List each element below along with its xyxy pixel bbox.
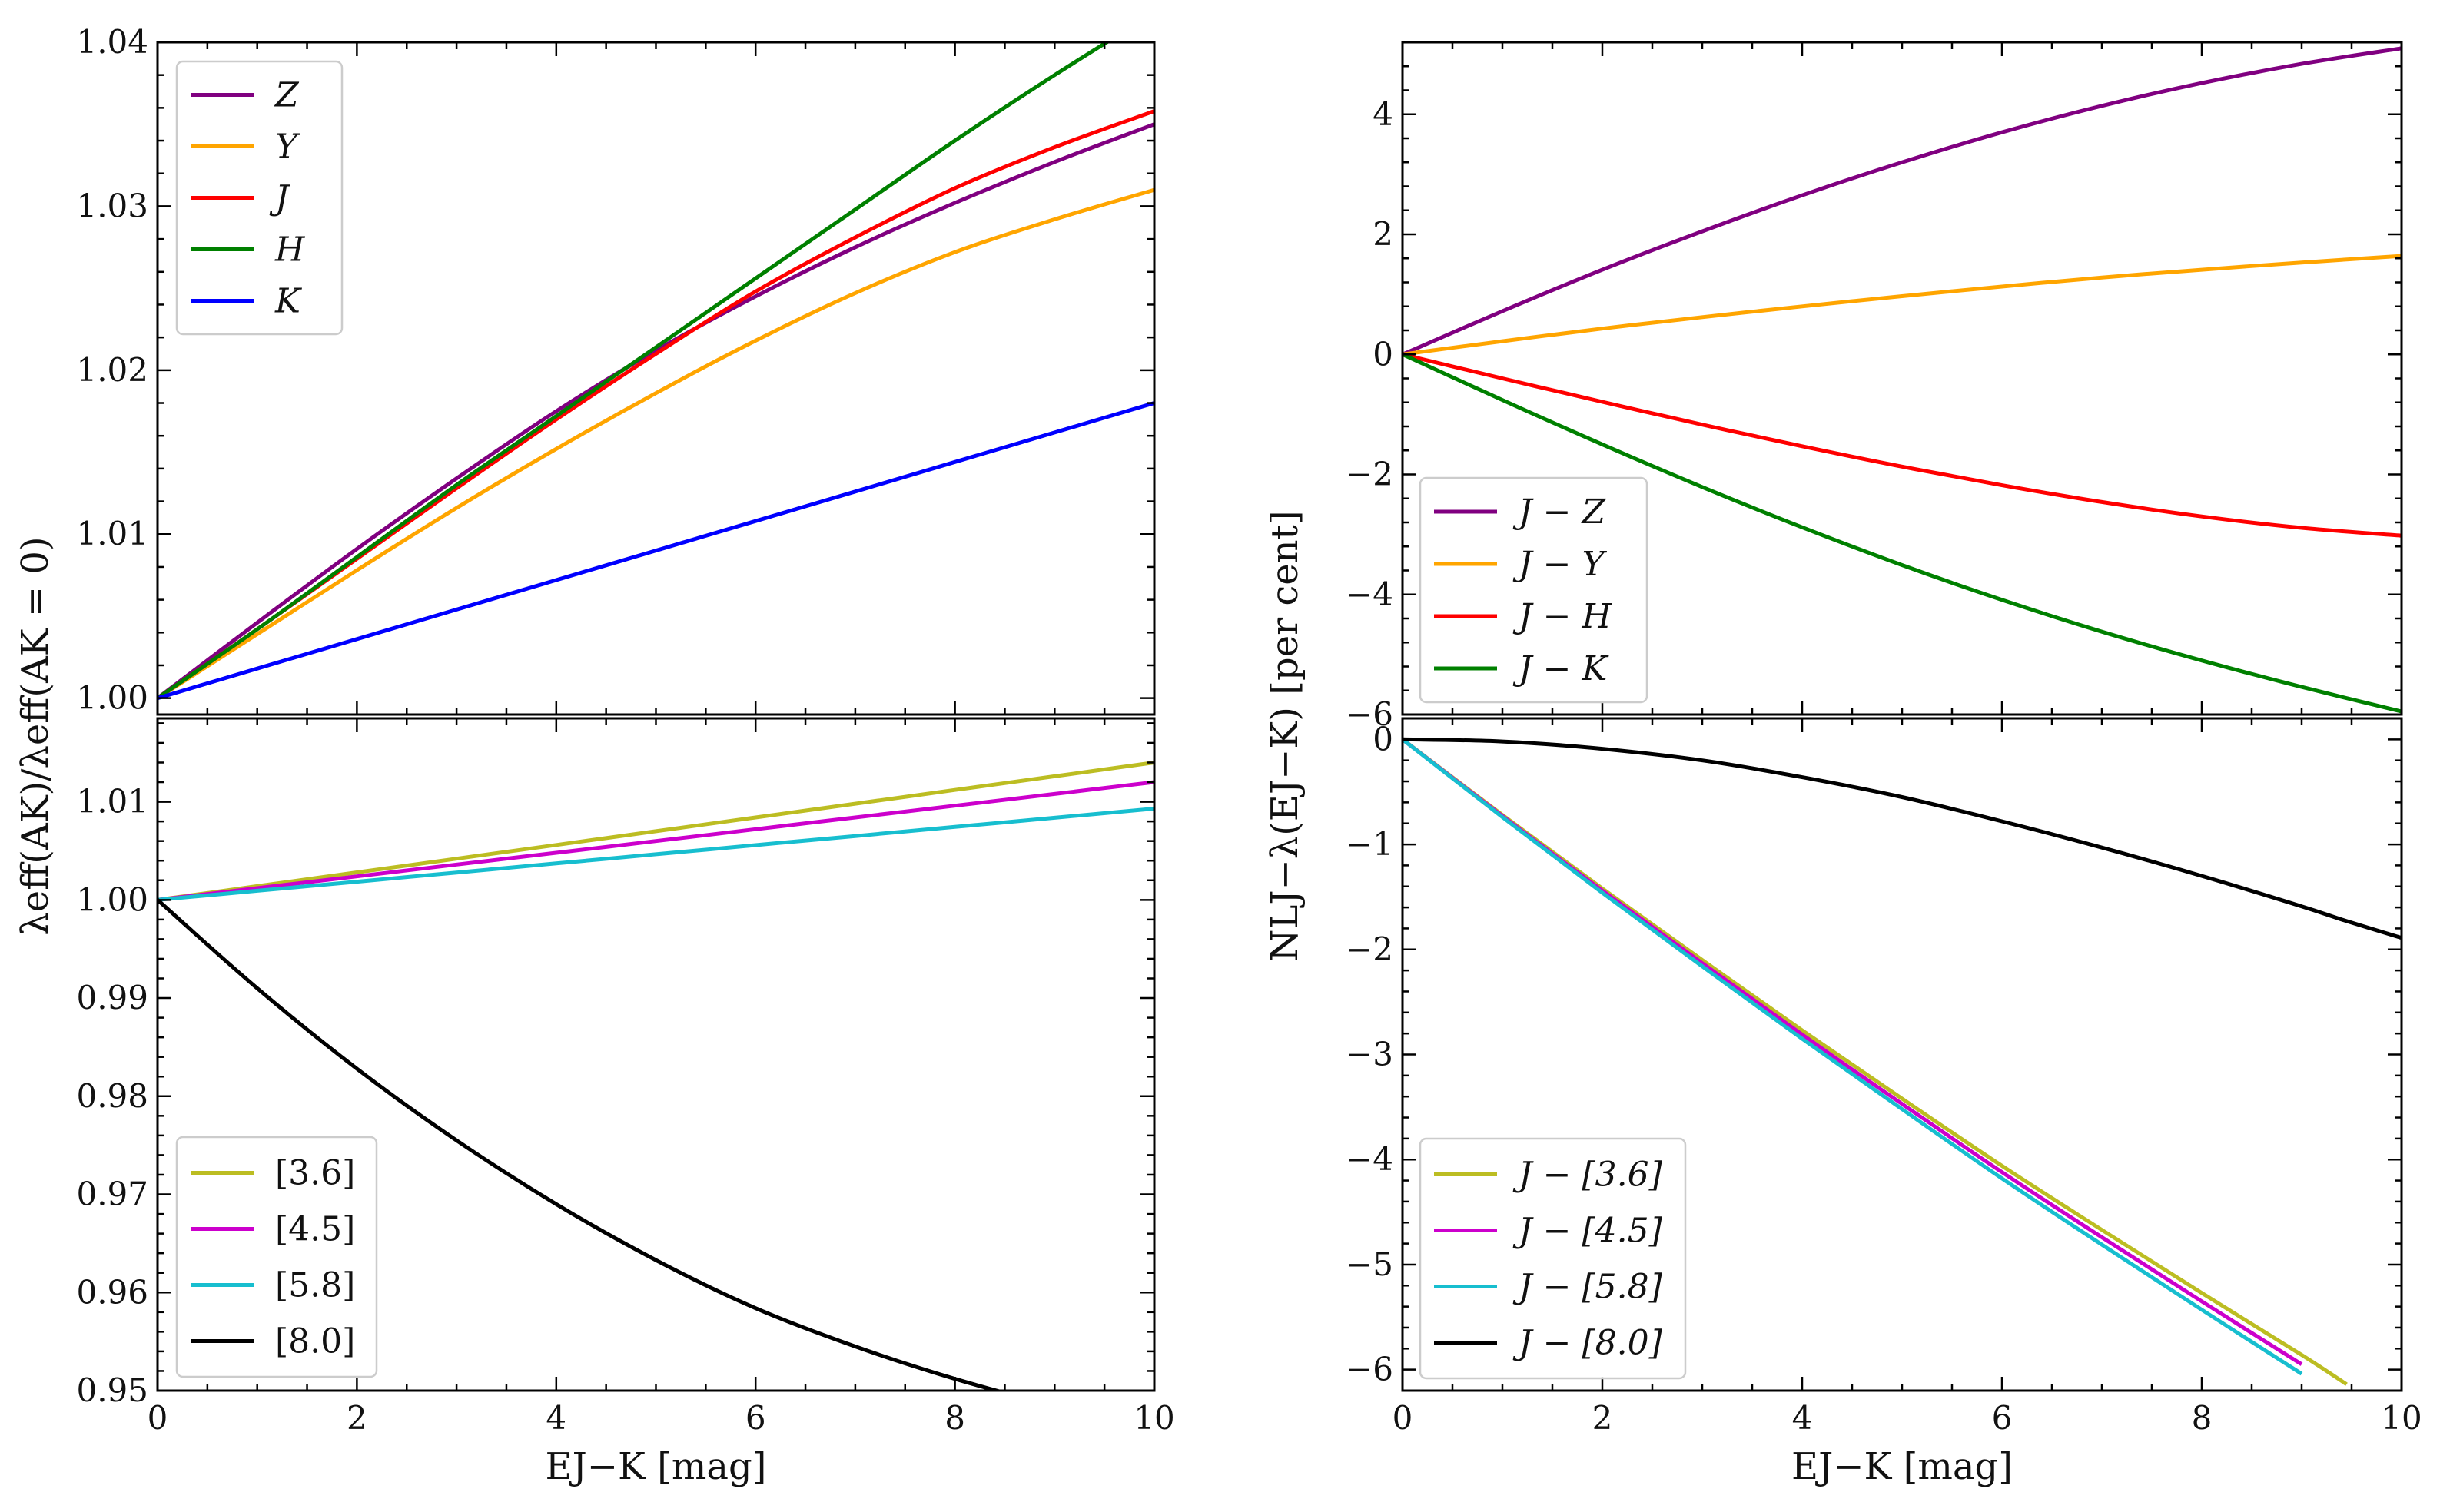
series-line-bottom-right-2 [1403,738,2303,1376]
legend-label-bottom-left-3: [8.0] [275,1322,355,1361]
series-line-top-left-1 [158,187,1154,700]
y-tick-label-top-left: 1.02 [76,351,148,389]
legend-label-top-right-2: J − H [1512,597,1612,636]
y-tick-label-bottom-left: 1.01 [76,783,148,821]
series-line-bottom-left-1 [158,780,1154,902]
y-tick-label-bottom-right: −4 [1346,1140,1393,1178]
y-tick-label-top-left: 1.00 [76,679,148,717]
series-line-top-right-0 [1403,46,2402,356]
legend-label-top-left-4: K [274,282,302,321]
legend-label-bottom-right-2: J − [5.8] [1512,1268,1663,1307]
y-tick-label-bottom-right: −1 [1346,825,1393,863]
legend-label-bottom-right-3: J − [8.0] [1512,1324,1663,1363]
y-tick-label-bottom-left: 0.96 [76,1273,148,1311]
panel-top-right: −6 −4 −2 0 2 4 J − Z J − Y J − H J − K [1346,41,2403,733]
right-y-axis-label: NLJ−λ(EJ−K) [per cent] [1263,510,1306,961]
y-tick-label-top-right: 4 [1373,95,1393,133]
x-axis-label-bottom-left: EJ−K [mag] [546,1445,767,1488]
series-line-top-left-4 [158,401,1154,701]
y-tick-label-top-left: 1.03 [76,187,148,224]
legend-bottom-right: J − [3.6] J − [4.5] J − [5.8] J − [8.0] [1419,1137,1687,1380]
x-tick-label-bottom-left: 0 [148,1399,168,1437]
legend-label-top-left-3: H [274,230,306,270]
y-tick-label-top-right: 2 [1373,215,1393,253]
legend-label-top-right-3: J − K [1512,649,1608,688]
y-tick-label-top-right: 0 [1373,335,1393,373]
legend-bottom-left: [3.6] [4.5] [5.8] [8.0] [175,1136,378,1378]
y-tick-label-bottom-right: −5 [1346,1245,1393,1283]
y-tick-label-top-right: −6 [1346,695,1393,733]
series-line-bottom-left-3 [158,898,1004,1391]
series-group-bottom-left [158,761,1154,1391]
legend-label-bottom-left-2: [5.8] [275,1266,355,1305]
series-line-bottom-right-3 [1403,737,2402,940]
y-tick-label-top-right: −2 [1346,456,1393,493]
legend-top-right: J − Z J − Y J − H J − K [1419,476,1648,704]
legend-label-bottom-right-0: J − [3.6] [1512,1156,1663,1195]
legend-label-top-left-1: Y [275,128,300,167]
y-tick-label-bottom-right: −3 [1346,1036,1393,1073]
series-group-bottom-right [1403,737,2402,1386]
y-tick-label-bottom-left: 1.00 [76,880,148,918]
series-line-bottom-left-0 [158,761,1154,902]
x-tick-label-bottom-right: 8 [2192,1399,2213,1437]
x-tick-label-bottom-right: 6 [1992,1399,2013,1437]
legend-label-bottom-right-1: J − [4.5] [1512,1212,1663,1251]
x-tick-label-bottom-left: 10 [1134,1399,1174,1437]
series-line-top-right-1 [1403,254,2402,356]
y-tick-label-bottom-left: 0.99 [76,979,148,1016]
series-line-top-left-3 [158,42,1110,700]
x-tick-label-bottom-right: 0 [1393,1399,1413,1437]
x-tick-label-bottom-left: 4 [546,1399,566,1437]
x-axis-label-bottom-right: EJ−K [mag] [1791,1445,2013,1488]
x-tick-label-bottom-left: 2 [347,1399,367,1437]
left-y-axis-label: λeff(AK)/λeff(AK = 0) [14,536,57,935]
x-tick-label-bottom-left: 6 [745,1399,766,1437]
x-tick-label-bottom-right: 4 [1792,1399,1813,1437]
series-line-top-right-3 [1403,353,2402,714]
series-group-top-right [1403,46,2402,714]
legend-label-bottom-left-1: [4.5] [275,1210,355,1249]
panel-bottom-left: 0 2 4 6 8 10 0.95 0.96 0.97 0.98 0.99 1.00 1.01 EJ−K … [76,717,1175,1488]
legend-label-top-left-0: Z [274,76,300,115]
y-tick-label-bottom-left: 0.95 [76,1371,148,1409]
y-tick-label-bottom-left: 0.98 [76,1077,148,1115]
y-tick-label-bottom-right: 0 [1373,720,1393,758]
legend-label-top-right-0: J − Z [1512,492,1606,532]
y-tick-label-top-left: 1.01 [76,515,148,552]
y-tick-label-bottom-left: 0.97 [76,1175,148,1213]
x-tick-label-bottom-right: 2 [1592,1399,1613,1437]
x-tick-label-bottom-left: 8 [944,1399,965,1437]
y-tick-label-top-right: −4 [1346,575,1393,613]
series-line-top-left-0 [158,122,1154,700]
series-group-top-left [158,42,1154,701]
series-line-bottom-left-2 [158,807,1154,902]
x-tick-label-bottom-right: 10 [2381,1399,2422,1437]
legend-label-bottom-left-0: [3.6] [275,1154,355,1193]
y-tick-label-top-left: 1.04 [76,23,148,61]
y-tick-label-bottom-right: −6 [1346,1351,1393,1388]
y-tick-label-bottom-right: −2 [1346,930,1393,968]
series-line-top-right-2 [1403,352,2402,538]
legend-label-top-right-1: J − Y [1512,545,1607,584]
